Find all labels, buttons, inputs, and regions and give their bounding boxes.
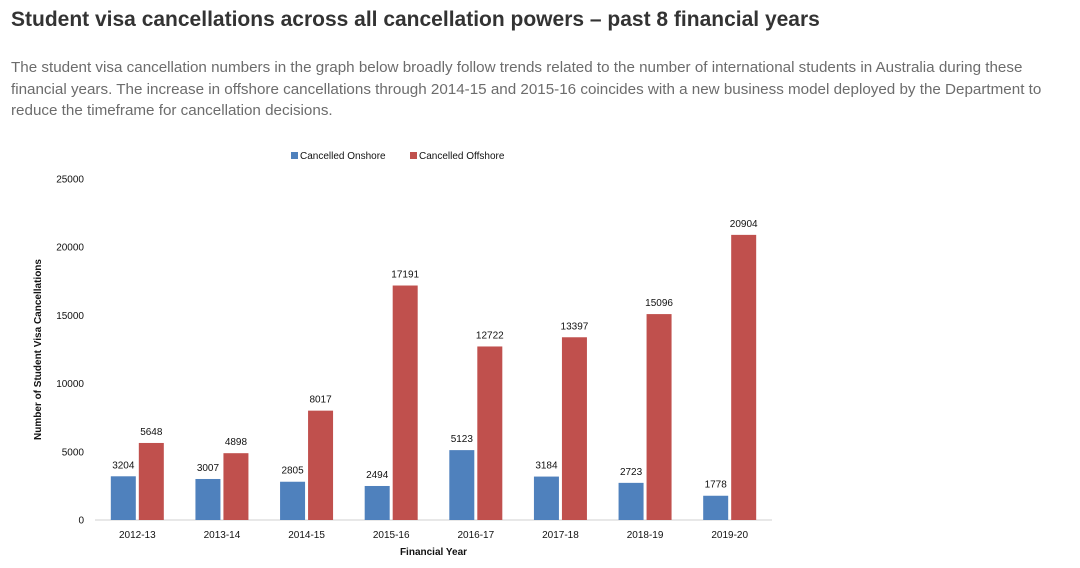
data-label: 5123	[451, 434, 474, 445]
legend-label: Cancelled Offshore	[419, 151, 505, 162]
bar-onshore	[280, 481, 306, 520]
bar-offshore	[731, 234, 757, 520]
x-tick-label: 2015-16	[373, 530, 410, 541]
y-axis-title: Number of Student Visa Cancellations	[33, 259, 44, 440]
x-tick-label: 2012-13	[119, 530, 156, 541]
y-tick-label: 0	[78, 516, 84, 527]
bar-offshore	[308, 410, 334, 520]
data-label: 17191	[391, 270, 419, 281]
bar-onshore	[364, 485, 390, 520]
data-label: 3204	[112, 460, 135, 471]
bar-onshore	[110, 476, 136, 520]
data-label: 3007	[197, 463, 220, 474]
data-label: 3184	[535, 461, 558, 472]
data-label: 2805	[281, 466, 304, 477]
data-label: 1778	[705, 480, 728, 491]
x-tick-label: 2016-17	[457, 530, 494, 541]
bar-onshore	[703, 495, 729, 520]
y-tick-label: 25000	[56, 175, 84, 186]
legend-swatch-onshore	[291, 152, 298, 159]
bar-onshore	[195, 478, 221, 520]
y-tick-label: 15000	[56, 311, 84, 322]
page-title: Student visa cancellations across all ca…	[11, 8, 820, 31]
bar-chart: 0 5000 10000 15000 20000 25000 3204 5648 2012-13…	[33, 151, 772, 558]
x-axis-title: Financial Year	[400, 547, 467, 558]
data-label: 12722	[476, 330, 504, 341]
x-tick-label: 2017-18	[542, 530, 579, 541]
bar-offshore	[561, 337, 587, 520]
data-label: 8017	[309, 395, 332, 406]
x-tick-label: 2018-19	[627, 530, 664, 541]
y-tick-label: 10000	[56, 379, 84, 390]
bar-offshore	[646, 314, 672, 520]
y-tick-label: 5000	[62, 447, 85, 458]
data-label: 4898	[225, 437, 248, 448]
data-label: 20904	[730, 219, 758, 230]
data-label: 13397	[561, 321, 589, 332]
legend-label: Cancelled Onshore	[300, 151, 386, 162]
bar-offshore	[223, 453, 249, 520]
x-tick-label: 2019-20	[711, 530, 748, 541]
intro-paragraph: The student visa cancellation numbers in…	[11, 59, 1042, 119]
bar-onshore	[449, 450, 475, 520]
bar-offshore	[392, 285, 418, 520]
bar-offshore	[138, 442, 164, 520]
legend-swatch-offshore	[410, 152, 417, 159]
data-label: 15096	[645, 298, 673, 309]
x-tick-label: 2014-15	[288, 530, 325, 541]
bar-onshore	[533, 476, 559, 520]
bar-offshore	[477, 346, 503, 520]
data-label: 5648	[140, 427, 163, 438]
x-tick-label: 2013-14	[204, 530, 241, 541]
y-tick-label: 20000	[56, 243, 84, 254]
data-label: 2494	[366, 470, 389, 481]
bar-onshore	[618, 482, 644, 520]
data-label: 2723	[620, 467, 643, 478]
